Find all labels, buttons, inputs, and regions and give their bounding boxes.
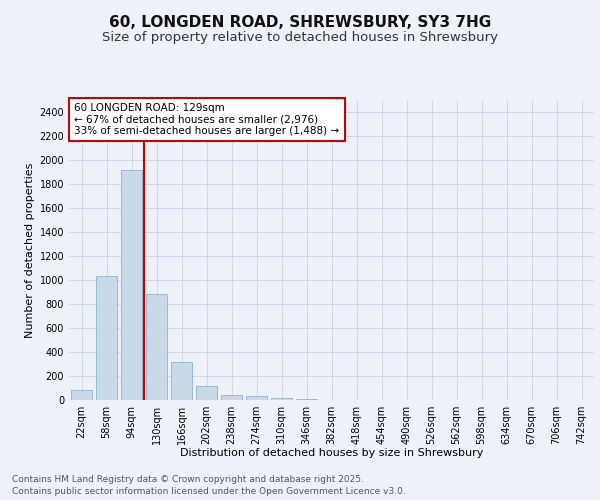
Bar — [171, 362, 192, 400]
Text: 60 LONGDEN ROAD: 129sqm
← 67% of detached houses are smaller (2,976)
33% of semi: 60 LONGDEN ROAD: 129sqm ← 67% of detache… — [74, 103, 340, 136]
Bar — [246, 396, 267, 400]
Text: 60, LONGDEN ROAD, SHREWSBURY, SY3 7HG: 60, LONGDEN ROAD, SHREWSBURY, SY3 7HG — [109, 15, 491, 30]
Bar — [196, 386, 217, 400]
Bar — [146, 294, 167, 400]
X-axis label: Distribution of detached houses by size in Shrewsbury: Distribution of detached houses by size … — [180, 448, 483, 458]
Text: Size of property relative to detached houses in Shrewsbury: Size of property relative to detached ho… — [102, 31, 498, 44]
Bar — [121, 170, 142, 400]
Text: Contains HM Land Registry data © Crown copyright and database right 2025.: Contains HM Land Registry data © Crown c… — [12, 474, 364, 484]
Bar — [96, 276, 117, 400]
Text: Contains public sector information licensed under the Open Government Licence v3: Contains public sector information licen… — [12, 486, 406, 496]
Bar — [221, 394, 242, 400]
Bar — [271, 398, 292, 400]
Y-axis label: Number of detached properties: Number of detached properties — [25, 162, 35, 338]
Bar — [71, 390, 92, 400]
